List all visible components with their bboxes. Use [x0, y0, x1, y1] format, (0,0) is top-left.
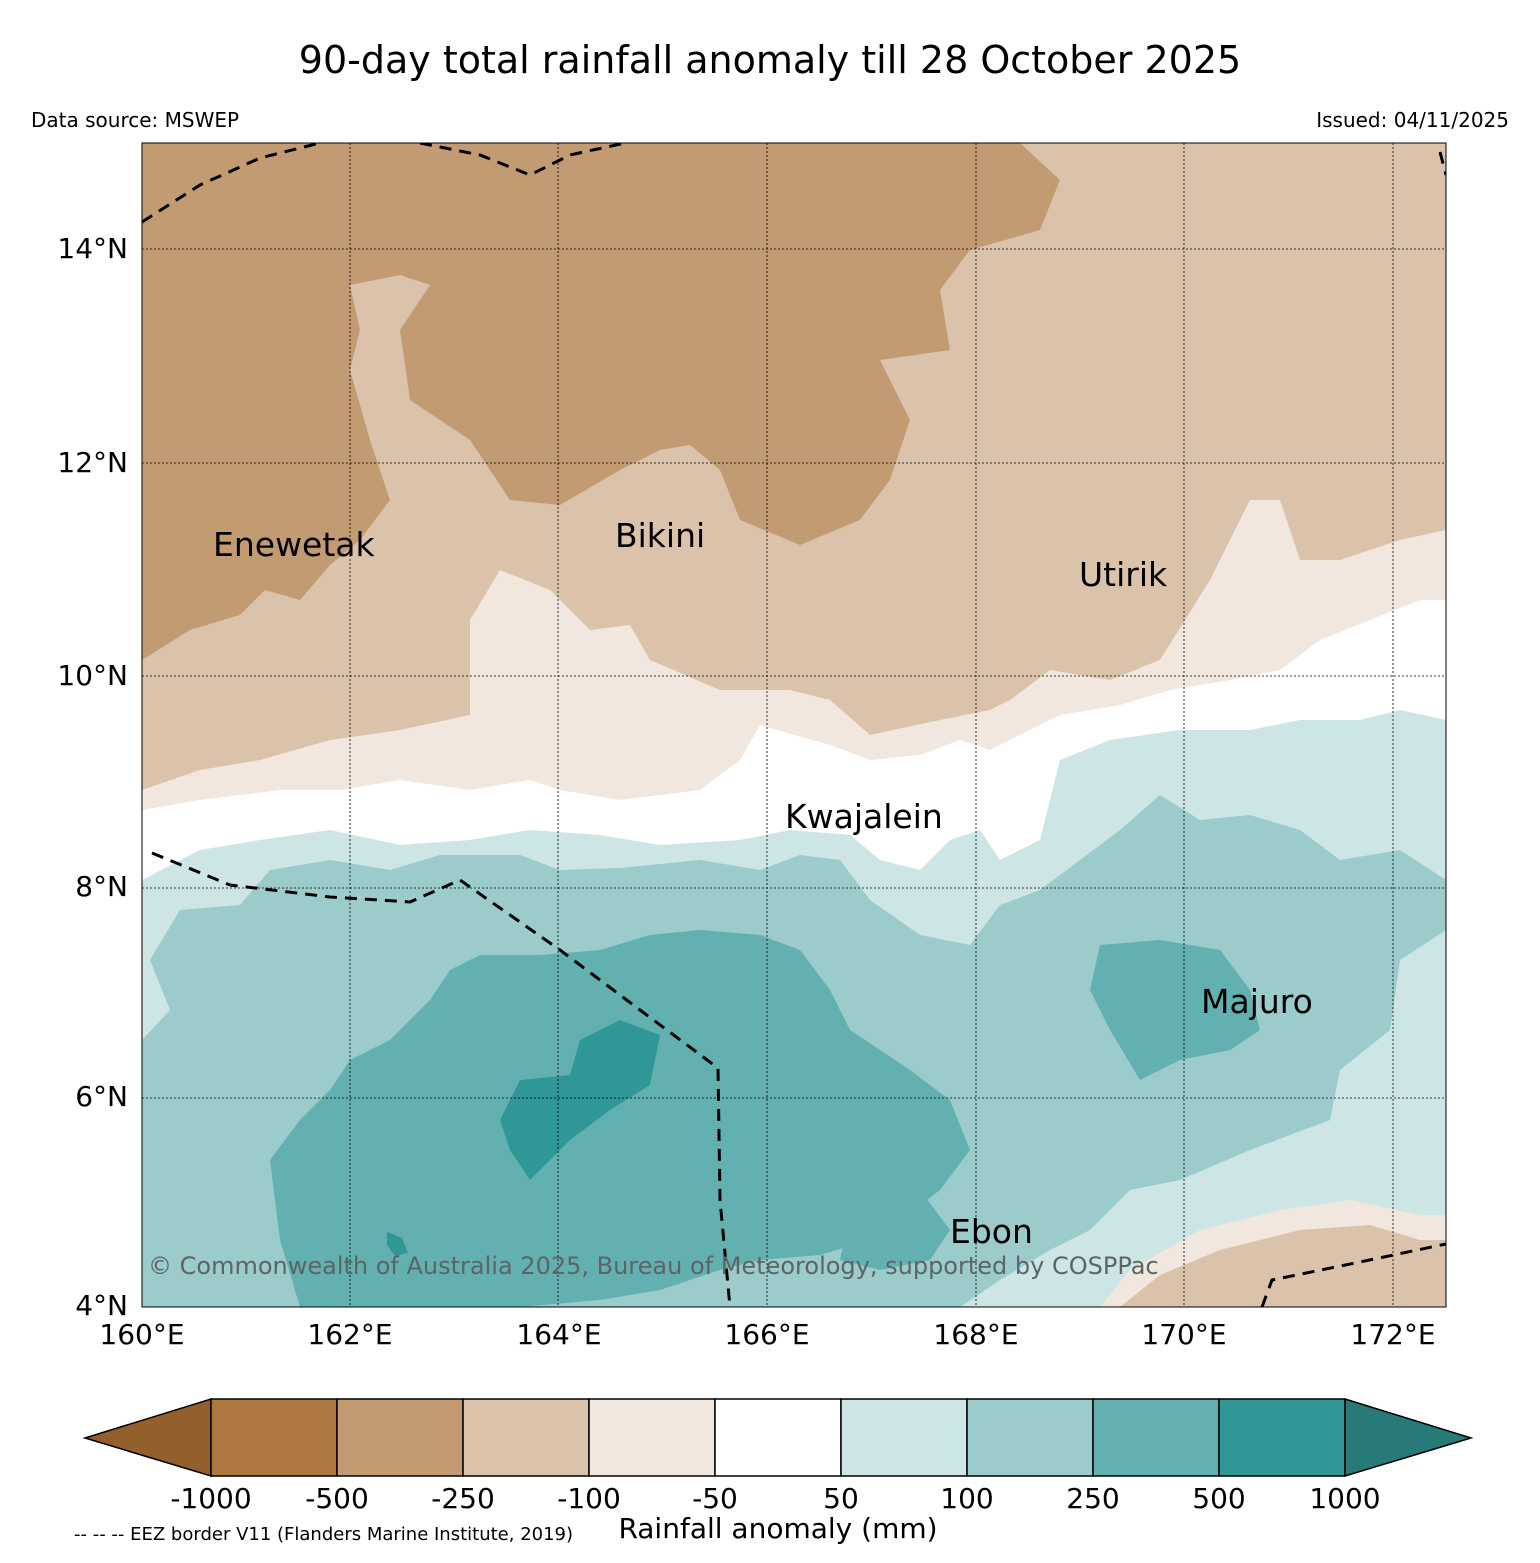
lon-tick-170: 170°E — [1141, 1318, 1227, 1351]
colorbar-label: -250 — [431, 1482, 495, 1515]
colorbar-label: 50 — [823, 1482, 859, 1515]
eez-border — [142, 143, 1446, 1307]
band-250-500-wet-south — [840, 1180, 950, 1270]
colorbar-title: Rainfall anomaly (mm) — [618, 1512, 938, 1545]
eez-footnote: -- -- -- EEZ border V11 (Flanders Marine… — [74, 1524, 574, 1545]
lat-tick-4: 4°N — [75, 1289, 128, 1322]
place-majuro: Majuro — [1201, 982, 1313, 1021]
lon-tick-168: 168°E — [933, 1318, 1019, 1351]
place-kwajalein: Kwajalein — [785, 797, 943, 836]
anomaly-field — [142, 143, 1446, 1307]
lat-tick-6: 6°N — [75, 1080, 128, 1113]
lat-tick-14: 14°N — [57, 232, 128, 265]
graticule — [142, 143, 1446, 1307]
colorbar-label: -500 — [305, 1482, 369, 1515]
colorbar-label: -100 — [557, 1482, 621, 1515]
colorbar-label: -1000 — [170, 1482, 252, 1515]
lon-tick-164: 164°E — [516, 1318, 602, 1351]
place-bikini: Bikini — [615, 516, 706, 555]
place-utirik: Utirik — [1079, 555, 1168, 594]
band-500-1000-wet-small — [387, 1232, 408, 1256]
lat-tick-10: 10°N — [57, 659, 128, 692]
lat-tick-12: 12°N — [57, 446, 128, 479]
issued-date: Issued: 04/11/2025 — [1316, 108, 1509, 132]
band-250-500-wet-east — [1090, 940, 1260, 1080]
lon-tick-172: 172°E — [1350, 1318, 1436, 1351]
place-ebon: Ebon — [950, 1212, 1033, 1251]
colorbar-extend-high — [1344, 1397, 1474, 1478]
lon-tick-166: 166°E — [724, 1318, 810, 1351]
colorbar-extend-low — [82, 1397, 212, 1478]
data-source: Data source: MSWEP — [31, 108, 240, 132]
colorbar-label: 250 — [1066, 1482, 1120, 1515]
band-250-500-wet — [270, 930, 970, 1307]
colorbar-label: -50 — [692, 1482, 738, 1515]
copyright-notice: © Commonwealth of Australia 2025, Bureau… — [148, 1252, 1159, 1280]
colorbar-label: 1000 — [1309, 1482, 1381, 1515]
map-title: 90-day total rainfall anomaly till 28 Oc… — [298, 38, 1242, 82]
band-500-1000-wet — [500, 1020, 660, 1180]
colorbar-label: 500 — [1192, 1482, 1246, 1515]
lon-tick-162: 162°E — [307, 1318, 393, 1351]
colorbar — [82, 1397, 1474, 1478]
map-frame — [141, 142, 1447, 1308]
band-se-dry — [1120, 1225, 1446, 1307]
place-enewetak: Enewetak — [213, 525, 375, 564]
colorbar-label: 100 — [940, 1482, 994, 1515]
lat-tick-8: 8°N — [75, 870, 128, 903]
lon-tick-160: 160°E — [99, 1318, 185, 1351]
